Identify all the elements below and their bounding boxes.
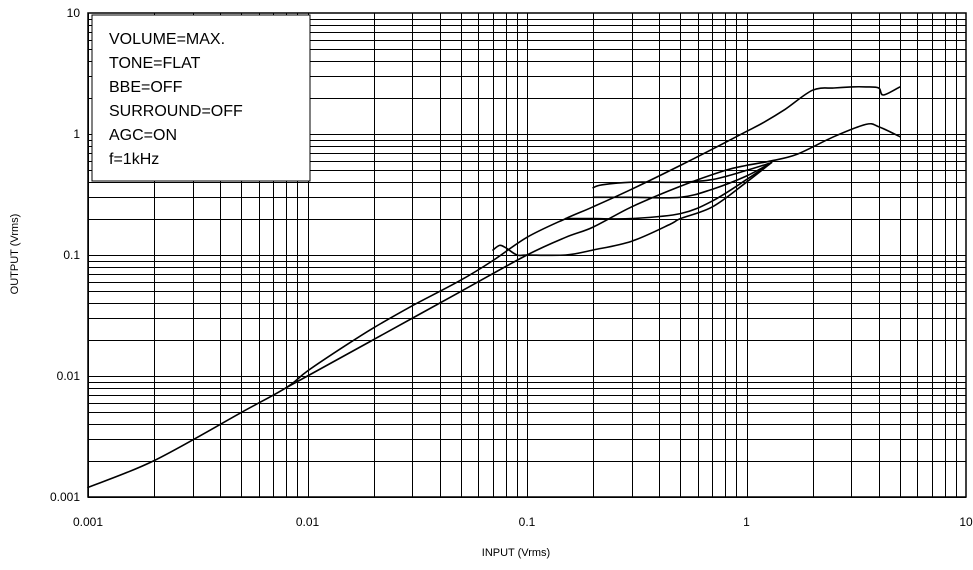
y-tick-label: 10: [67, 6, 81, 20]
x-tick-label: 10: [959, 515, 973, 529]
x-tick-label: 0.01: [296, 515, 320, 529]
y-tick-label: 0.01: [57, 369, 81, 383]
curve-1: [87, 85, 901, 489]
curve-2: [285, 122, 901, 389]
y-tick-label: 0.1: [63, 248, 80, 262]
curve-4: [564, 161, 773, 220]
annotation-line: AGC=ON: [109, 127, 177, 144]
annotation-line: TONE=FLAT: [109, 55, 201, 72]
annotation-line: VOLUME=MAX.: [109, 31, 225, 48]
curve-3: [492, 161, 773, 257]
curve-5: [592, 161, 773, 199]
x-tick-label: 0.1: [519, 515, 536, 529]
plot-series-group: [87, 85, 901, 489]
y-tick-label: 0.001: [50, 490, 80, 504]
x-axis-title: INPUT (Vrms): [482, 547, 550, 559]
annotation-line: BBE=OFF: [109, 79, 183, 96]
x-tick-labels: 0.001 0.01 0.1 1 10: [73, 515, 973, 529]
x-tick-label: 0.001: [73, 515, 103, 529]
annotation-box: VOLUME=MAX. TONE=FLAT BBE=OFF SURROUND=OFF A…: [91, 14, 311, 182]
curve-6: [592, 161, 773, 189]
annotation-text: VOLUME=MAX. TONE=FLAT BBE=OFF SURROUND=OFF A…: [109, 31, 243, 168]
y-tick-labels: 0.001 0.01 0.1 1 10: [50, 6, 80, 504]
annotation-line: SURROUND=OFF: [109, 103, 243, 120]
annotation-box-frame: [91, 14, 311, 182]
annotation-line: f=1kHz: [109, 151, 159, 168]
y-tick-label: 1: [73, 127, 80, 141]
plot-frame: [87, 12, 967, 498]
y-axis-title: OUTPUT (Vrms): [9, 214, 21, 295]
x-tick-label: 1: [743, 515, 750, 529]
